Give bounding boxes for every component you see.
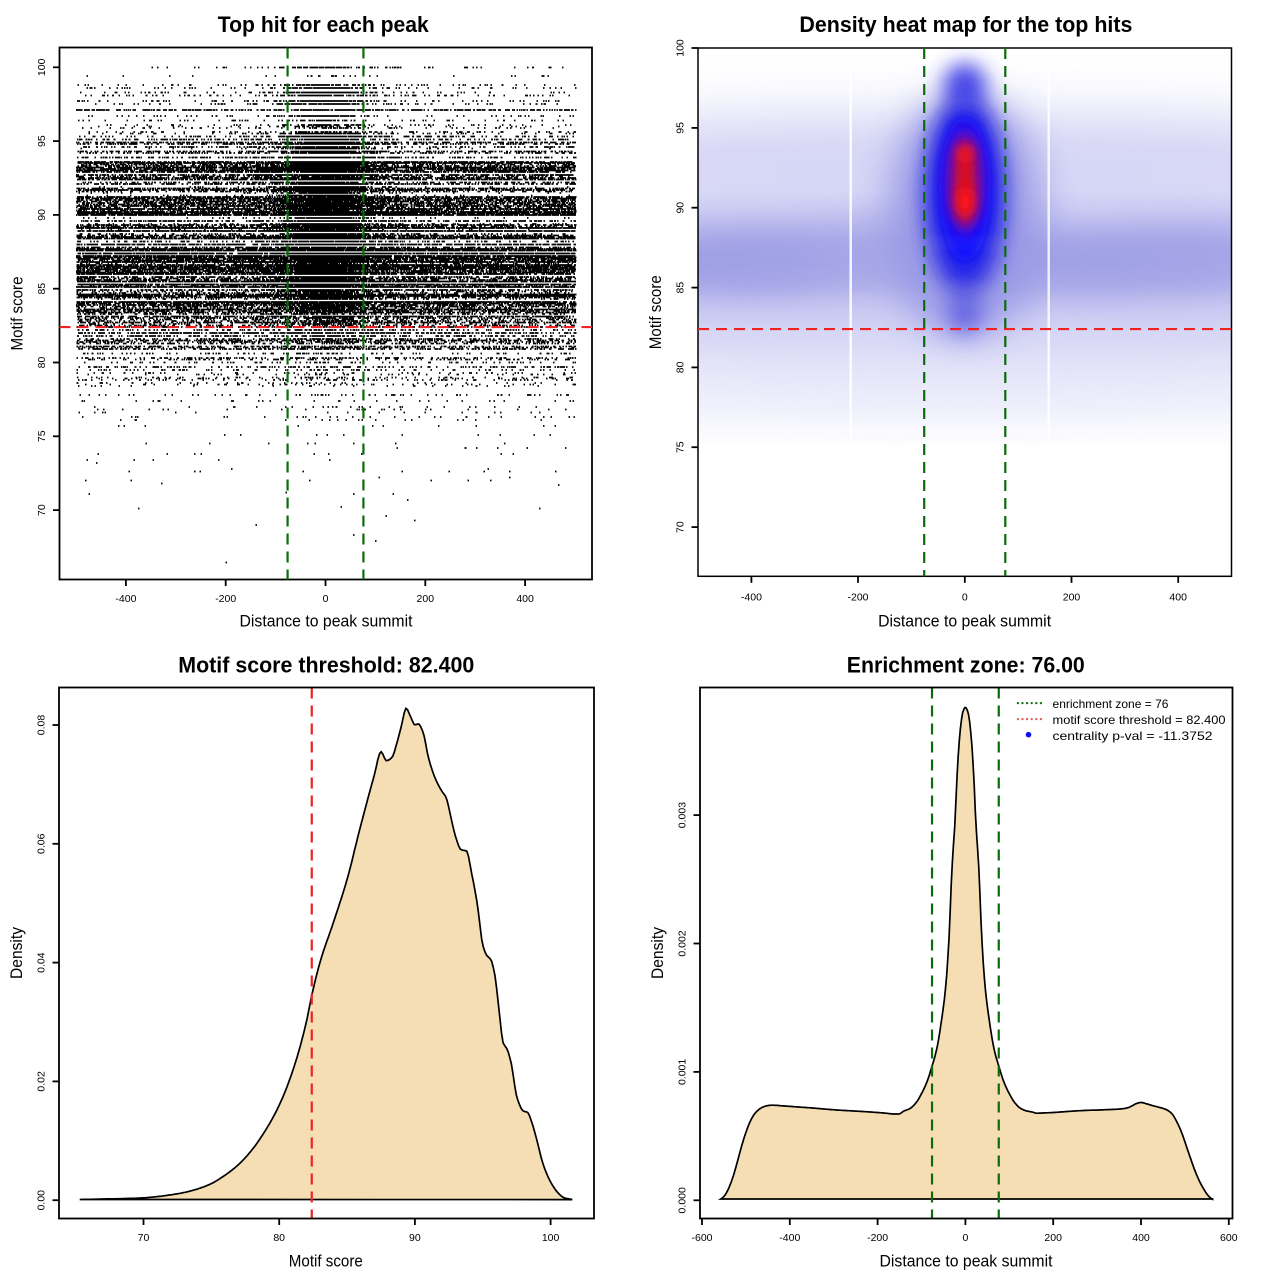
svg-text:0.02: 0.02 — [35, 1071, 47, 1092]
svg-text:0.000: 0.000 — [676, 1187, 688, 1213]
svg-text:80: 80 — [36, 357, 48, 369]
svg-text:0.002: 0.002 — [676, 930, 688, 956]
svg-text:90: 90 — [674, 202, 686, 214]
svg-text:200: 200 — [1044, 1232, 1062, 1244]
svg-text:70: 70 — [36, 504, 48, 516]
svg-text:100: 100 — [674, 39, 686, 57]
svg-text:-400: -400 — [115, 593, 136, 605]
svg-text:200: 200 — [1063, 591, 1081, 603]
svg-text:Top hit for each peak: Top hit for each peak — [218, 12, 430, 37]
svg-text:0.00: 0.00 — [35, 1190, 47, 1211]
svg-text:0.001: 0.001 — [676, 1059, 688, 1085]
svg-text:90: 90 — [36, 209, 48, 221]
svg-text:90: 90 — [409, 1232, 421, 1244]
svg-text:Motif score: Motif score — [7, 277, 26, 351]
svg-text:-400: -400 — [741, 591, 762, 603]
svg-text:-400: -400 — [779, 1232, 800, 1244]
svg-text:0: 0 — [962, 1232, 968, 1244]
svg-text:Enrichment zone: 76.00: Enrichment zone: 76.00 — [847, 653, 1085, 678]
svg-text:85: 85 — [36, 283, 48, 295]
svg-text:75: 75 — [674, 441, 686, 453]
svg-text:0.04: 0.04 — [35, 952, 47, 973]
svg-text:Density: Density — [7, 927, 26, 979]
svg-text:95: 95 — [674, 122, 686, 134]
svg-text:-200: -200 — [847, 591, 868, 603]
svg-text:Density heat map for the top h: Density heat map for the top hits — [799, 12, 1132, 37]
svg-text:0.003: 0.003 — [676, 802, 688, 828]
svg-text:Distance to peak summit: Distance to peak summit — [880, 1252, 1053, 1271]
svg-text:400: 400 — [516, 593, 534, 605]
svg-text:0.08: 0.08 — [35, 715, 47, 736]
svg-text:0: 0 — [962, 591, 968, 603]
svg-text:200: 200 — [417, 593, 435, 605]
svg-text:motif score threshold = 82.400: motif score threshold = 82.400 — [1053, 713, 1226, 727]
svg-text:-200: -200 — [215, 593, 236, 605]
svg-text:95: 95 — [36, 135, 48, 147]
svg-text:80: 80 — [674, 361, 686, 373]
svg-text:100: 100 — [36, 58, 48, 76]
svg-text:70: 70 — [674, 521, 686, 533]
svg-text:Distance to peak summit: Distance to peak summit — [878, 612, 1051, 631]
svg-text:85: 85 — [674, 282, 686, 294]
svg-text:Distance to peak summit: Distance to peak summit — [240, 612, 413, 631]
svg-text:centrality p-val = -11.3752: centrality p-val = -11.3752 — [1053, 729, 1213, 743]
svg-text:Motif score: Motif score — [646, 275, 665, 349]
svg-text:100: 100 — [542, 1232, 560, 1244]
svg-text:70: 70 — [138, 1232, 150, 1244]
svg-text:400: 400 — [1169, 591, 1187, 603]
svg-text:400: 400 — [1132, 1232, 1150, 1244]
svg-text:0: 0 — [323, 593, 329, 605]
svg-text:Density: Density — [648, 927, 667, 979]
svg-text:-200: -200 — [867, 1232, 888, 1244]
svg-text:-600: -600 — [691, 1232, 712, 1244]
svg-text:enrichment zone = 76: enrichment zone = 76 — [1053, 697, 1169, 711]
svg-text:75: 75 — [36, 430, 48, 442]
svg-text:Motif score: Motif score — [289, 1252, 363, 1271]
svg-text:600: 600 — [1220, 1232, 1238, 1244]
svg-text:0.06: 0.06 — [35, 833, 47, 854]
svg-text:Motif score threshold: 82.400: Motif score threshold: 82.400 — [178, 653, 474, 678]
svg-text:80: 80 — [273, 1232, 285, 1244]
